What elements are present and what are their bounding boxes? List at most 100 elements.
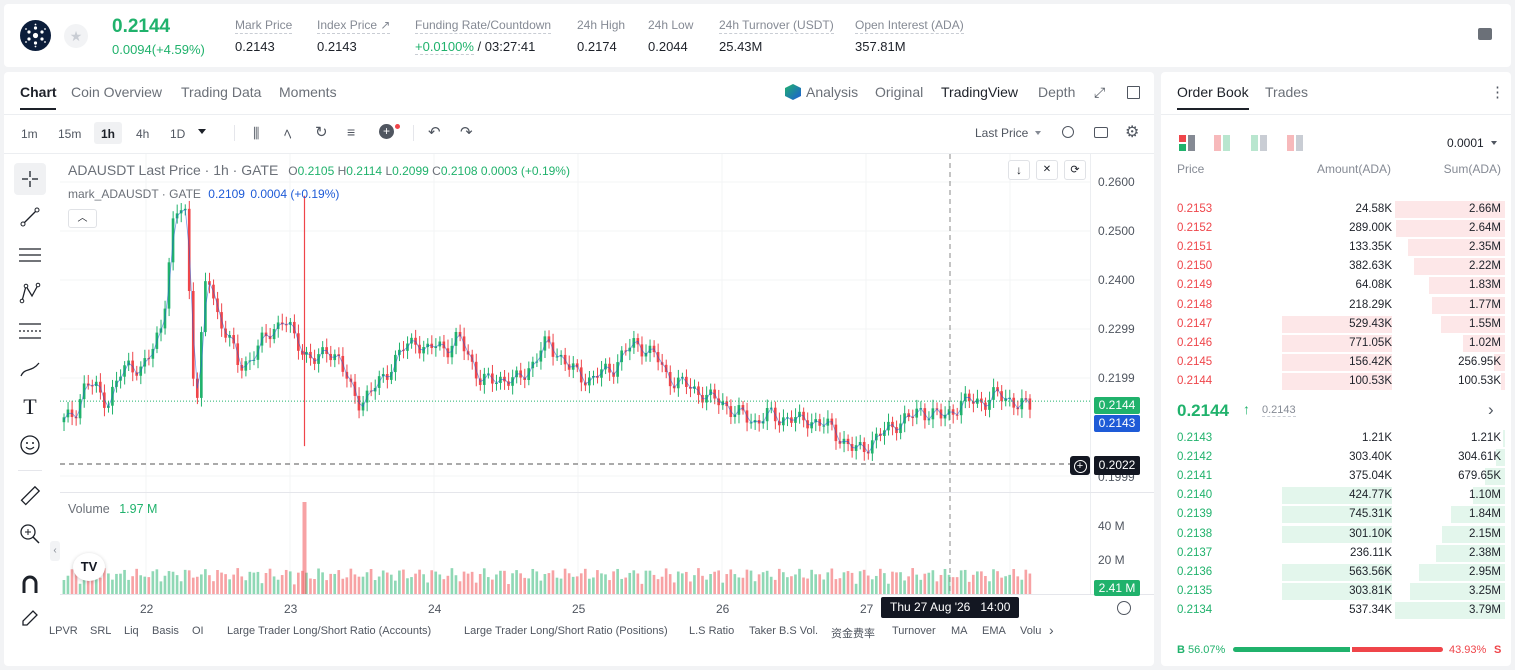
zoom-in-tool[interactable]	[14, 518, 46, 550]
expand-icon[interactable]: ⤢	[1094, 84, 1106, 100]
timeframe-4h[interactable]: 4h	[136, 127, 150, 141]
tab-coin-overview[interactable]: Coin Overview	[71, 84, 163, 100]
ask-row[interactable]: 0.2153 24.58K 2.66M	[1170, 200, 1505, 219]
ask-row[interactable]: 0.2144 100.53K 100.53K	[1170, 372, 1505, 391]
candle-type-icon[interactable]: ⫼	[253, 125, 260, 141]
caret-down-icon[interactable]	[1035, 131, 1041, 135]
indicator-funding-rate[interactable]: 资金费率	[831, 628, 875, 640]
layout-asks-icon[interactable]	[1287, 135, 1303, 151]
more-icon[interactable]: ⋮	[1490, 84, 1505, 101]
precision-select[interactable]: 0.0001	[1447, 136, 1484, 150]
redo-icon[interactable]: ↷	[460, 124, 473, 141]
price-type-select[interactable]: Last Price	[975, 126, 1029, 140]
tab-trades[interactable]: Trades	[1265, 84, 1309, 100]
brush-tool[interactable]	[14, 353, 46, 385]
tab-original[interactable]: Original	[875, 84, 924, 100]
tab-tradingview[interactable]: TradingView	[941, 84, 1019, 100]
indicator-volume[interactable]: Volu	[1020, 625, 1042, 637]
ask-row[interactable]: 0.2151 133.35K 2.35M	[1170, 238, 1505, 257]
layout-alt-icon[interactable]	[1214, 135, 1230, 151]
bid-row[interactable]: 0.2135 303.81K 3.25M	[1170, 582, 1505, 601]
chevron-left-icon[interactable]: ‹	[50, 541, 60, 561]
layout-both-icon[interactable]	[1179, 135, 1195, 151]
tradingview-logo-icon[interactable]: TV	[73, 553, 105, 581]
magnet-tool[interactable]	[14, 568, 46, 600]
indicator-basis[interactable]: Basis	[152, 625, 179, 637]
indicator-oi[interactable]: OI	[192, 625, 204, 637]
favorite-star-icon[interactable]: ★	[64, 24, 88, 48]
tab-analysis[interactable]: Analysis	[806, 84, 859, 100]
bid-row[interactable]: 0.2134 537.34K 3.79M	[1170, 601, 1505, 620]
compare-icon[interactable]: ↻	[315, 124, 328, 141]
window-icon[interactable]	[1127, 86, 1140, 99]
ask-row[interactable]: 0.2147 529.43K 1.55M	[1170, 315, 1505, 334]
book-icon[interactable]	[1478, 28, 1492, 40]
layout-bids-icon[interactable]	[1251, 135, 1267, 151]
indicator-ma[interactable]: MA	[951, 625, 968, 637]
ask-row[interactable]: 0.2152 289.00K 2.64M	[1170, 219, 1505, 238]
stat-index-price[interactable]: Index Price ↗ 0.2143	[317, 18, 391, 54]
chevron-right-icon[interactable]: ›	[1488, 400, 1494, 419]
pattern-tool[interactable]	[14, 277, 46, 309]
caret-down-icon[interactable]	[198, 129, 206, 134]
indicators-icon[interactable]: ﾍ	[284, 126, 292, 143]
ask-row[interactable]: 0.2148 218.29K 1.77M	[1170, 296, 1505, 315]
tab-chart[interactable]: Chart	[20, 84, 57, 100]
indicator-lt-positions[interactable]: Large Trader Long/Short Ratio (Positions…	[464, 625, 668, 637]
emoji-tool[interactable]	[14, 429, 46, 461]
undo-icon[interactable]: ↶	[428, 124, 441, 141]
search-icon[interactable]	[1062, 126, 1074, 138]
trend-line-tool[interactable]	[14, 201, 46, 233]
bid-row[interactable]: 0.2136 563.56K 2.95M	[1170, 563, 1505, 582]
chart-settings-icon[interactable]	[1117, 601, 1131, 615]
timeframe-1d[interactable]: 1D	[170, 127, 186, 141]
stat-label: Mark Price	[235, 18, 293, 34]
add-alert-icon[interactable]: +	[379, 124, 394, 139]
indicator-srl[interactable]: SRL	[90, 625, 112, 637]
indicator-lt-accounts[interactable]: Large Trader Long/Short Ratio (Accounts)	[227, 625, 432, 637]
collapse-button[interactable]: ✕	[1036, 160, 1058, 180]
bid-row[interactable]: 0.2138 301.10K 2.15M	[1170, 525, 1505, 544]
timeframe-15m[interactable]: 15m	[58, 127, 82, 141]
chevron-right-icon[interactable]: ›	[1049, 622, 1054, 638]
collapse-legend-button[interactable]: ︿	[68, 209, 97, 228]
ask-row[interactable]: 0.2150 382.63K 2.22M	[1170, 257, 1505, 276]
crosshair-tool[interactable]	[14, 163, 46, 195]
tab-moments[interactable]: Moments	[279, 84, 337, 100]
text-tool[interactable]: T	[23, 394, 37, 419]
caret-down-icon[interactable]	[1491, 141, 1497, 145]
indicator-taker-vol[interactable]: Taker B.S Vol.	[749, 625, 819, 637]
ruler-tool[interactable]	[14, 480, 46, 512]
price-chart[interactable]	[60, 154, 1090, 594]
bid-row[interactable]: 0.2142 303.40K 304.61K	[1170, 448, 1505, 467]
indicator-ema[interactable]: EMA	[982, 625, 1006, 637]
crosshair-add-button[interactable]: +	[1070, 456, 1090, 475]
horizontal-lines-tool[interactable]	[14, 239, 46, 271]
volume-bar	[208, 575, 211, 594]
timeframe-1h[interactable]: 1h	[94, 122, 123, 144]
bid-row[interactable]: 0.2141 375.04K 679.65K	[1170, 467, 1505, 486]
indicator-ls-ratio[interactable]: L.S Ratio	[689, 625, 735, 637]
timeframe-1m[interactable]: 1m	[21, 127, 38, 141]
templates-icon[interactable]: ≡	[347, 124, 356, 140]
indicator-liq[interactable]: Liq	[124, 625, 139, 637]
tab-depth[interactable]: Depth	[1038, 84, 1076, 100]
fullscreen-button[interactable]: ⟳	[1064, 160, 1086, 180]
gear-icon[interactable]: ⚙	[1125, 124, 1140, 141]
bid-row[interactable]: 0.2137 236.11K 2.38M	[1170, 544, 1505, 563]
indicator-lpvr[interactable]: LPVR	[49, 625, 78, 637]
bid-row[interactable]: 0.2139 745.31K 1.84M	[1170, 505, 1505, 524]
tab-trading-data[interactable]: Trading Data	[181, 84, 262, 100]
ask-row[interactable]: 0.2149 64.08K 1.83M	[1170, 276, 1505, 295]
camera-icon[interactable]	[1094, 127, 1108, 138]
scroll-down-button[interactable]: ↓	[1008, 160, 1030, 180]
indicator-turnover[interactable]: Turnover	[892, 625, 936, 637]
bid-row[interactable]: 0.2143 1.21K 1.21K	[1170, 429, 1505, 448]
fib-tool[interactable]	[14, 315, 46, 347]
ask-row[interactable]: 0.2145 156.42K 256.95K	[1170, 353, 1505, 372]
pencil-lock-tool[interactable]	[14, 606, 46, 630]
ask-row[interactable]: 0.2146 771.05K 1.02M	[1170, 334, 1505, 353]
tab-order-book[interactable]: Order Book	[1177, 84, 1249, 100]
bid-row[interactable]: 0.2140 424.77K 1.10M	[1170, 486, 1505, 505]
depth-bar	[1410, 582, 1505, 600]
